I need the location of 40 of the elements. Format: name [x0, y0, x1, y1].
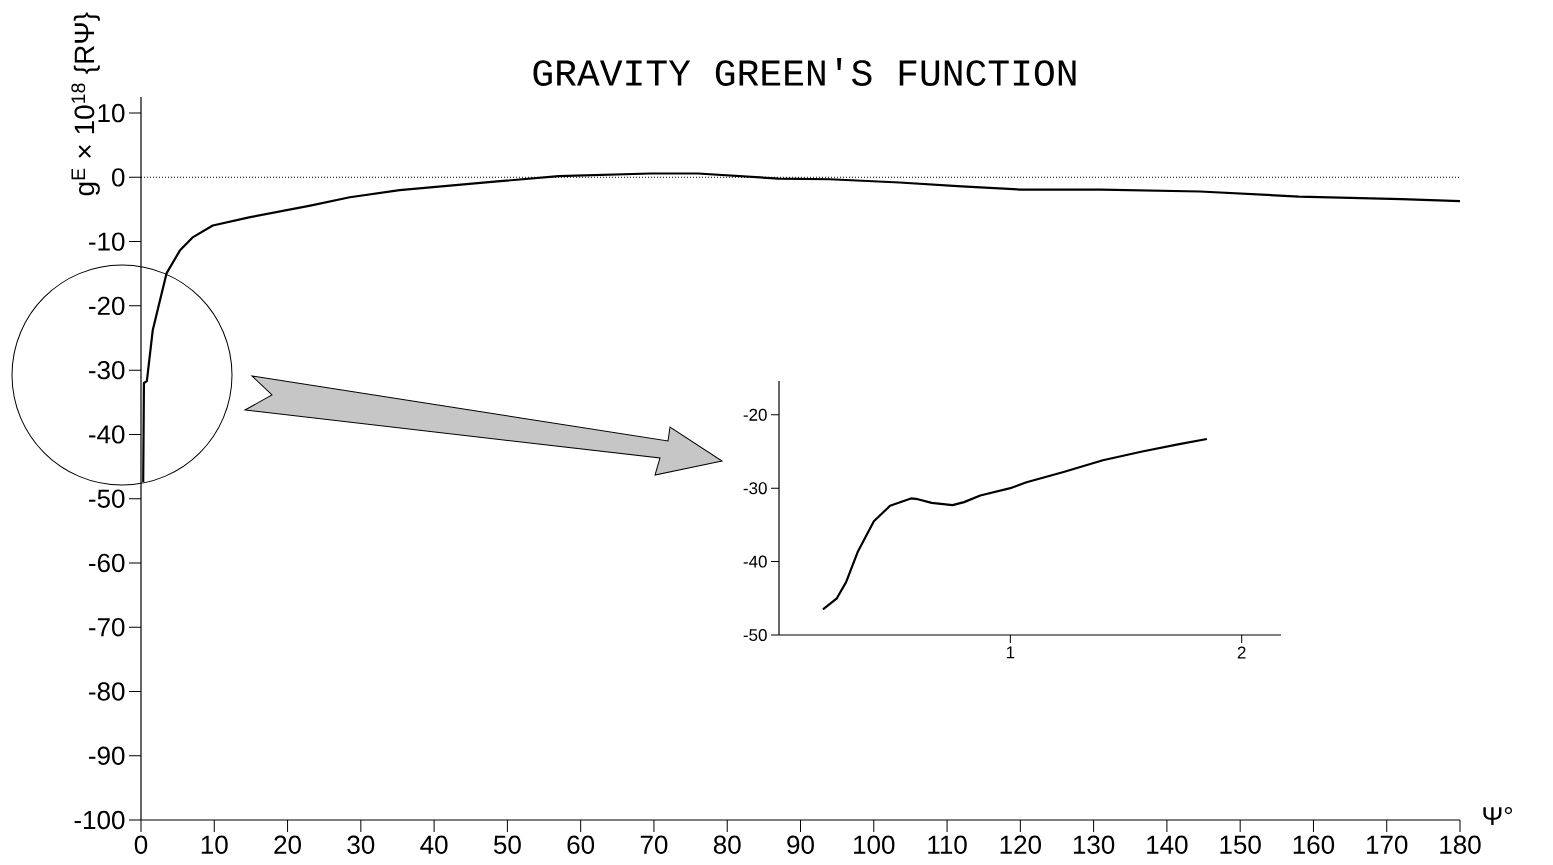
x-tick-label: 120	[1000, 835, 1041, 854]
y-tick-label: -20	[89, 296, 125, 316]
x-tick-label: 140	[1147, 835, 1188, 854]
y-tick-label: -80	[89, 682, 125, 701]
x-tick-label: 1	[1006, 646, 1015, 659]
x-tick-label: 60	[567, 835, 595, 854]
y-tick-label: -90	[89, 746, 125, 765]
x-tick-label: 160	[1293, 835, 1335, 854]
y-tick-label: -10	[89, 232, 125, 251]
x-tick-label: 170	[1367, 835, 1408, 854]
x-tick-label: 100	[854, 835, 895, 854]
y-tick-label: -20	[743, 408, 767, 421]
x-tick-label: 50	[493, 835, 521, 854]
y-tick-label: -100	[74, 810, 125, 830]
chart-title: GRAVITY GREEN'S FUNCTION	[533, 58, 1076, 86]
x-tick-label: 110	[928, 835, 967, 854]
x-axis-title: Ψ°	[1483, 806, 1513, 826]
x-tick-label: 150	[1220, 835, 1261, 854]
x-tick-label: 2	[1237, 646, 1246, 659]
y-tick-label: -50	[743, 628, 767, 642]
x-tick-label: 10	[201, 835, 228, 854]
x-tick-label: 80	[713, 835, 741, 854]
y-tick-label: -60	[89, 553, 125, 573]
x-tick-label: 30	[347, 835, 375, 854]
x-tick-label: 0	[134, 835, 148, 854]
x-tick-label: 70	[640, 835, 668, 854]
y-tick-label: -30	[743, 482, 767, 495]
x-tick-label: 130	[1073, 835, 1115, 854]
y-tick-label: -70	[89, 618, 125, 637]
y-tick-label: 0	[112, 168, 125, 187]
line-series	[821, 437, 1209, 611]
x-tick-label: 20	[274, 835, 301, 854]
x-tick-label: 90	[787, 835, 814, 854]
y-tick-label: -30	[89, 360, 125, 380]
y-tick-label: -50	[89, 489, 125, 508]
x-tick-label: 40	[420, 835, 448, 854]
y-tick-label: -40	[743, 555, 767, 568]
y-tick-label: 10	[98, 103, 125, 123]
x-tick-label: 180	[1440, 835, 1481, 854]
y-tick-label: -40	[89, 425, 125, 444]
